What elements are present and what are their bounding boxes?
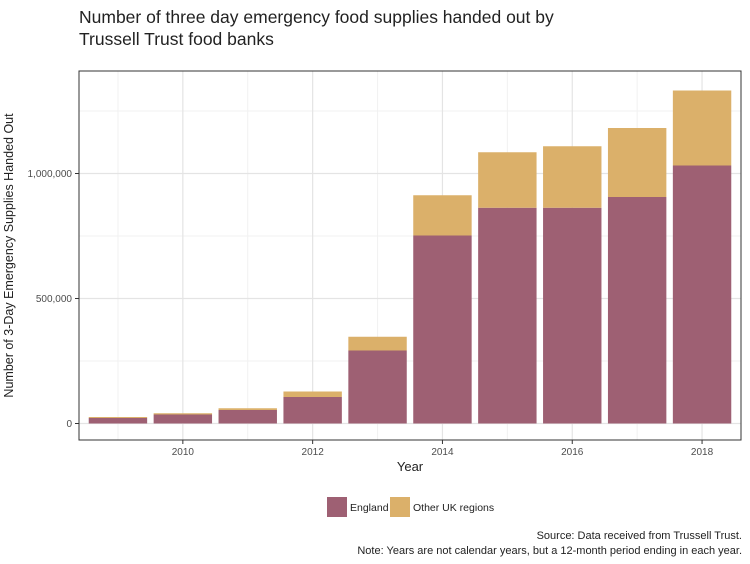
y-axis-title: Number of 3-Day Emergency Supplies Hande… (2, 113, 16, 398)
y-tick-label: 0 (66, 419, 72, 430)
x-tick-label: 2010 (172, 447, 195, 458)
legend-label-england: England (350, 502, 389, 514)
chart-title: Number of three day emergency food suppl… (79, 6, 679, 50)
legend-label-other-uk-regions: Other UK regions (413, 502, 494, 514)
bar-england (413, 235, 472, 424)
plot-border (78, 70, 742, 441)
bar-england (543, 207, 602, 424)
bar-other-uk-regions (218, 408, 277, 410)
source-note: Source: Data received from Trussell Trus… (536, 530, 742, 542)
y-tick-label: 1,000,000 (28, 169, 73, 180)
bar-other-uk-regions (478, 152, 537, 208)
bar-england (607, 197, 667, 424)
bar-other-uk-regions (543, 146, 602, 208)
bar-england (218, 410, 277, 424)
chart-title-line-1: Number of three day emergency food suppl… (79, 7, 554, 27)
bar-england (478, 207, 537, 424)
y-tick-label: 500,000 (36, 294, 73, 305)
chart-title-line-2: Trussell Trust food banks (79, 29, 274, 49)
x-tick-label: 2012 (302, 447, 325, 458)
legend-swatch-other-uk-regions (390, 497, 410, 517)
x-axis-title: Year (397, 459, 424, 474)
bar-other-uk-regions (153, 413, 213, 415)
bar-other-uk-regions (348, 336, 407, 351)
bar-england (153, 414, 213, 424)
bar-other-uk-regions (413, 195, 472, 236)
bar-other-uk-regions (88, 417, 148, 418)
x-tick-label: 2014 (431, 447, 454, 458)
bar-england (283, 397, 342, 424)
bar-other-uk-regions (672, 90, 732, 166)
x-tick-label: 2016 (561, 447, 584, 458)
x-tick-label: 2018 (691, 447, 714, 458)
footnote: Note: Years are not calendar years, but … (357, 545, 742, 557)
bar-other-uk-regions (607, 128, 667, 197)
bar-england (88, 418, 148, 424)
bar-england (672, 165, 732, 424)
legend-swatch-england (327, 497, 347, 517)
bar-england (348, 350, 407, 424)
bar-other-uk-regions (283, 391, 342, 397)
